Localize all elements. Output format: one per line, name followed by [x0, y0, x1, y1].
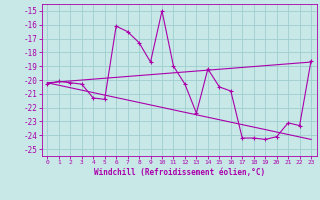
- X-axis label: Windchill (Refroidissement éolien,°C): Windchill (Refroidissement éolien,°C): [94, 168, 265, 177]
